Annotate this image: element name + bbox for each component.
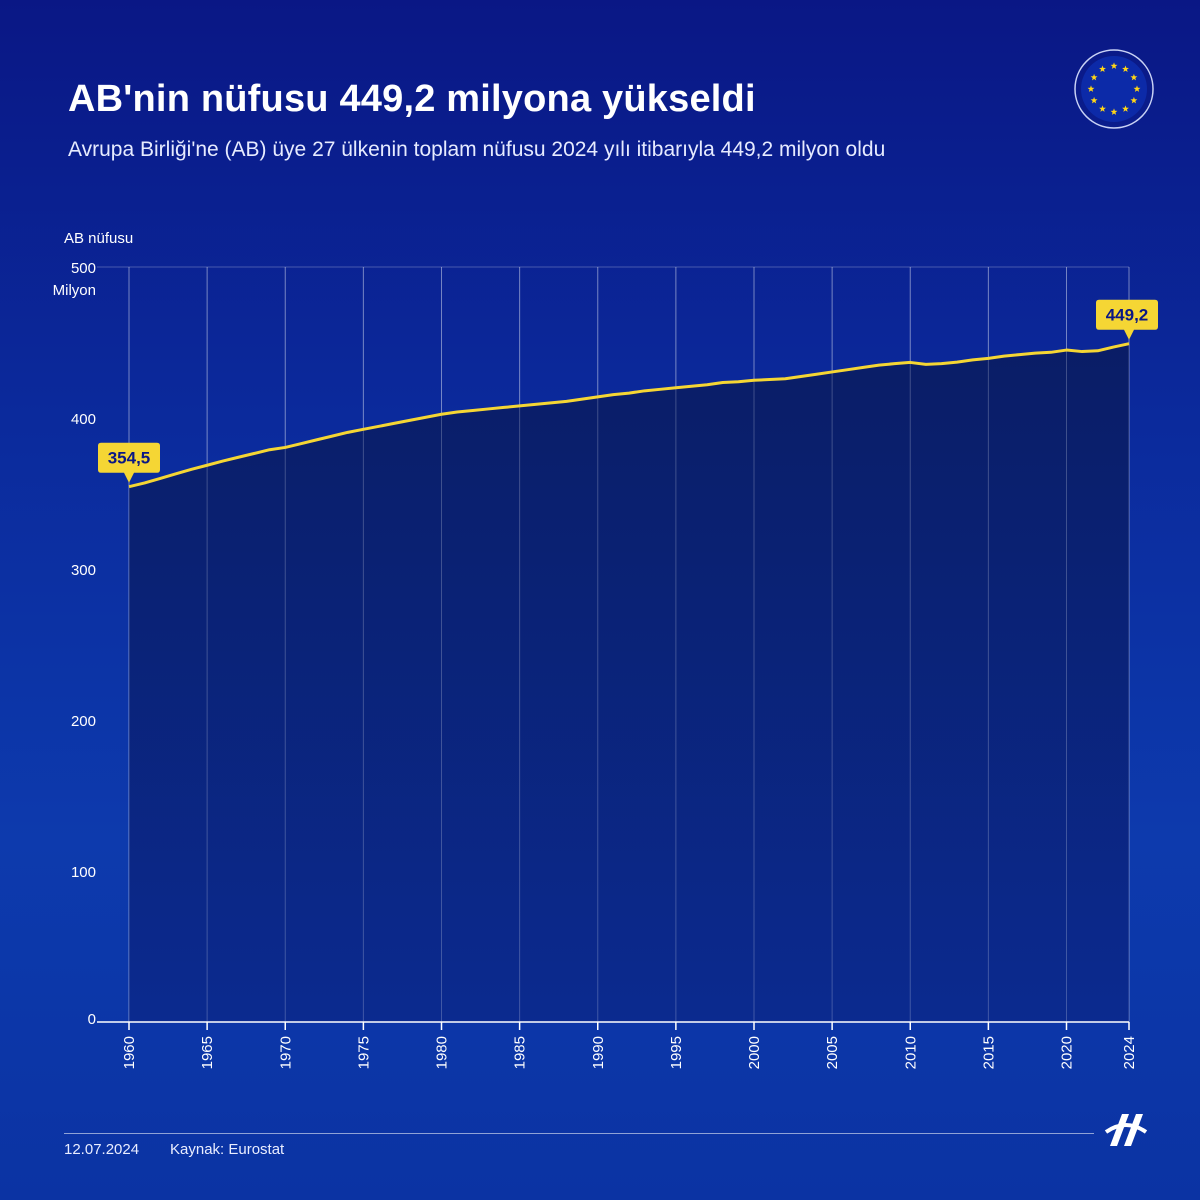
source-label: Kaynak: Eurostat xyxy=(170,1141,285,1158)
x-tick-label: 1970 xyxy=(277,1036,294,1069)
eu-star-icon xyxy=(1087,85,1095,92)
x-tick-label: 2020 xyxy=(1059,1036,1076,1069)
x-tick-label: 1965 xyxy=(199,1036,216,1069)
population-chart: 1960 1965 1970 1975 1980 1985 1990 1995 2000 2005… xyxy=(53,230,1158,1069)
y-tick-label: 400 xyxy=(71,411,96,428)
x-tick-label: 2005 xyxy=(824,1036,841,1069)
y-axis-unit: Milyon xyxy=(53,282,96,299)
x-tick-label: 1985 xyxy=(512,1036,529,1069)
y-tick-label: 500 xyxy=(71,260,96,277)
x-tick-label: 2000 xyxy=(746,1036,763,1069)
aa-logo-icon xyxy=(1104,1114,1148,1146)
eu-star-icon xyxy=(1130,96,1138,104)
eu-flag-icon xyxy=(1074,49,1154,129)
y-tick-label: 0 xyxy=(88,1011,96,1028)
eu-star-icon xyxy=(1110,108,1118,115)
y-tick-label: 100 xyxy=(71,864,96,881)
x-tick-label: 1975 xyxy=(355,1036,372,1069)
x-tick-label: 1980 xyxy=(434,1036,451,1069)
eu-star-icon xyxy=(1110,62,1118,69)
x-tick-label: 2010 xyxy=(902,1036,919,1069)
eu-star-icon xyxy=(1099,105,1106,112)
population-line xyxy=(128,342,1130,489)
x-tick-label: 2015 xyxy=(980,1036,997,1069)
y-tick-label: 200 xyxy=(71,713,96,730)
eu-star-icon xyxy=(1122,105,1129,112)
start-value-callout: 354,5 xyxy=(98,442,160,483)
eu-star-icon xyxy=(1099,65,1106,72)
start-value-label: 354,5 xyxy=(108,449,151,468)
eu-star-icon xyxy=(1133,85,1141,92)
end-value-label: 449,2 xyxy=(1106,306,1149,325)
y-axis-label: AB nüfusu xyxy=(64,230,133,247)
x-tick-label: 1990 xyxy=(590,1036,607,1069)
page-subtitle: Avrupa Birliği'ne (AB) üye 27 ülkenin to… xyxy=(68,138,886,161)
x-tick-label: 2024 xyxy=(1121,1036,1138,1069)
population-area xyxy=(129,343,1129,1023)
eu-star-icon xyxy=(1130,73,1138,81)
end-value-callout: 449,2 xyxy=(1096,299,1158,340)
x-tick-label: 1995 xyxy=(668,1036,685,1069)
publish-date: 12.07.2024 xyxy=(64,1141,140,1158)
x-tick-label: 1960 xyxy=(121,1036,138,1069)
eu-star-icon xyxy=(1090,96,1098,104)
footer-divider xyxy=(64,1133,1094,1134)
page-title: AB'nin nüfusu 449,2 milyona yükseldi xyxy=(68,78,756,120)
y-tick-label: 300 xyxy=(71,562,96,579)
eu-star-icon xyxy=(1090,73,1098,81)
eu-star-icon xyxy=(1122,65,1129,72)
